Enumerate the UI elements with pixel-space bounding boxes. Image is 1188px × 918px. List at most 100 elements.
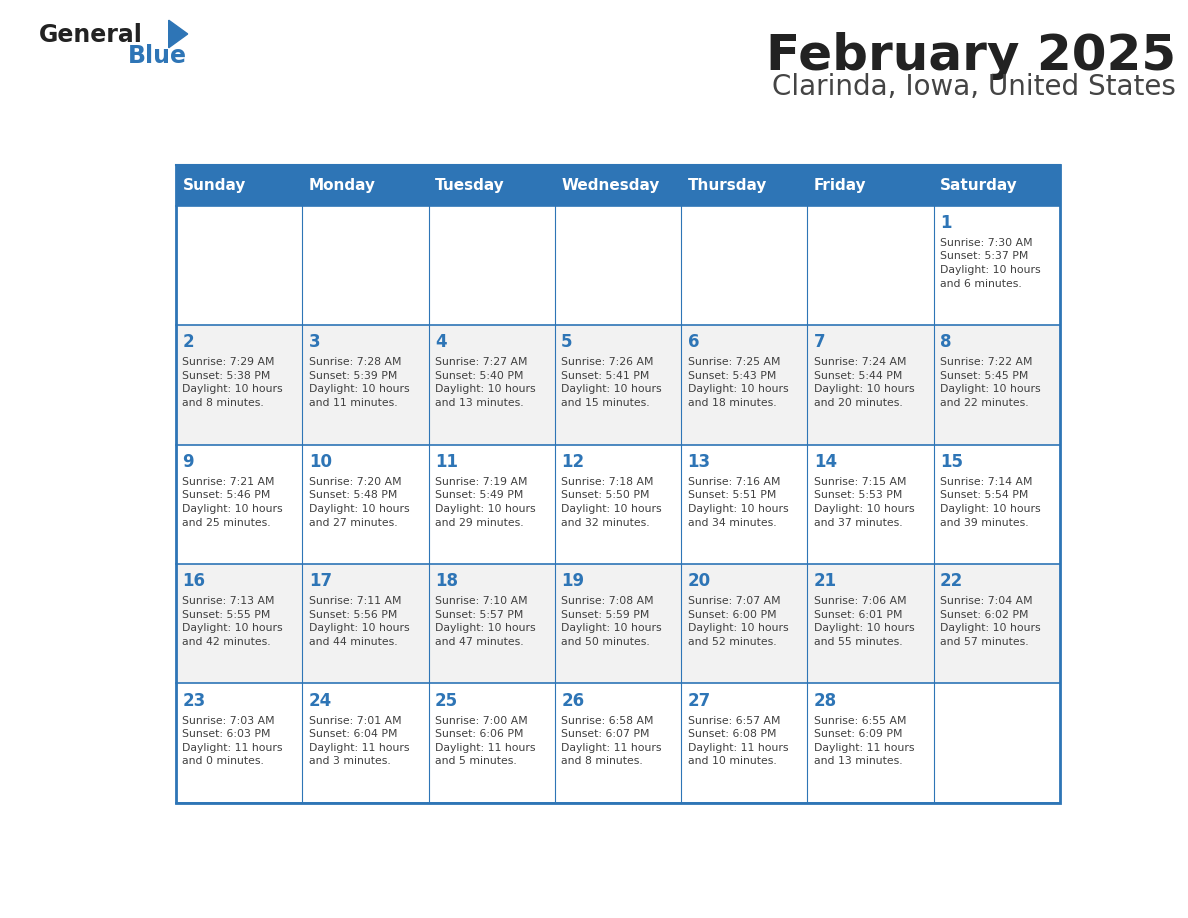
Bar (429, 164, 555, 206)
Text: Sunrise: 7:08 AM
Sunset: 5:59 PM
Daylight: 10 hours
and 50 minutes.: Sunrise: 7:08 AM Sunset: 5:59 PM Dayligh… (561, 596, 662, 647)
Bar (303, 444, 429, 564)
Text: 9: 9 (183, 453, 194, 471)
Bar (681, 564, 808, 683)
Bar (303, 325, 429, 444)
Text: 21: 21 (814, 572, 836, 590)
Bar (934, 564, 1060, 683)
Text: Saturday: Saturday (940, 177, 1018, 193)
Text: Sunrise: 7:06 AM
Sunset: 6:01 PM
Daylight: 10 hours
and 55 minutes.: Sunrise: 7:06 AM Sunset: 6:01 PM Dayligh… (814, 596, 915, 647)
Bar (176, 206, 303, 325)
Bar (303, 683, 429, 803)
Text: Sunday: Sunday (183, 177, 246, 193)
Text: Sunrise: 7:07 AM
Sunset: 6:00 PM
Daylight: 10 hours
and 52 minutes.: Sunrise: 7:07 AM Sunset: 6:00 PM Dayligh… (688, 596, 788, 647)
Bar (808, 564, 934, 683)
Text: Sunrise: 7:13 AM
Sunset: 5:55 PM
Daylight: 10 hours
and 42 minutes.: Sunrise: 7:13 AM Sunset: 5:55 PM Dayligh… (183, 596, 283, 647)
Bar (934, 206, 1060, 325)
Bar (808, 164, 934, 206)
Bar (429, 444, 555, 564)
Text: 24: 24 (309, 692, 331, 710)
Text: 22: 22 (940, 572, 963, 590)
Text: 2: 2 (183, 333, 194, 352)
Text: Sunrise: 7:03 AM
Sunset: 6:03 PM
Daylight: 11 hours
and 0 minutes.: Sunrise: 7:03 AM Sunset: 6:03 PM Dayligh… (183, 716, 283, 767)
Text: 15: 15 (940, 453, 963, 471)
Text: 27: 27 (688, 692, 710, 710)
Bar (176, 683, 303, 803)
Bar (808, 206, 934, 325)
Text: Sunrise: 6:55 AM
Sunset: 6:09 PM
Daylight: 11 hours
and 13 minutes.: Sunrise: 6:55 AM Sunset: 6:09 PM Dayligh… (814, 716, 915, 767)
Text: 13: 13 (688, 453, 710, 471)
Bar (681, 325, 808, 444)
Text: Sunrise: 7:19 AM
Sunset: 5:49 PM
Daylight: 10 hours
and 29 minutes.: Sunrise: 7:19 AM Sunset: 5:49 PM Dayligh… (435, 476, 536, 528)
Text: 26: 26 (561, 692, 584, 710)
Text: 18: 18 (435, 572, 457, 590)
Text: Tuesday: Tuesday (435, 177, 505, 193)
Bar (808, 444, 934, 564)
Bar (429, 564, 555, 683)
Bar (934, 683, 1060, 803)
Bar (681, 164, 808, 206)
Text: Sunrise: 7:29 AM
Sunset: 5:38 PM
Daylight: 10 hours
and 8 minutes.: Sunrise: 7:29 AM Sunset: 5:38 PM Dayligh… (183, 357, 283, 409)
Bar (555, 564, 681, 683)
Text: 10: 10 (309, 453, 331, 471)
Text: 6: 6 (688, 333, 699, 352)
Bar (808, 325, 934, 444)
Bar (176, 444, 303, 564)
Text: 14: 14 (814, 453, 836, 471)
Bar (808, 683, 934, 803)
Text: February 2025: February 2025 (766, 32, 1176, 80)
Text: 1: 1 (940, 214, 952, 232)
Bar (303, 564, 429, 683)
Bar (176, 564, 303, 683)
Text: Sunrise: 7:04 AM
Sunset: 6:02 PM
Daylight: 10 hours
and 57 minutes.: Sunrise: 7:04 AM Sunset: 6:02 PM Dayligh… (940, 596, 1041, 647)
Text: 3: 3 (309, 333, 321, 352)
Text: 8: 8 (940, 333, 952, 352)
Bar (555, 683, 681, 803)
Text: Sunrise: 7:11 AM
Sunset: 5:56 PM
Daylight: 10 hours
and 44 minutes.: Sunrise: 7:11 AM Sunset: 5:56 PM Dayligh… (309, 596, 410, 647)
Text: Sunrise: 7:14 AM
Sunset: 5:54 PM
Daylight: 10 hours
and 39 minutes.: Sunrise: 7:14 AM Sunset: 5:54 PM Dayligh… (940, 476, 1041, 528)
Text: Thursday: Thursday (688, 177, 767, 193)
Text: Blue: Blue (128, 44, 188, 68)
Text: Sunrise: 7:01 AM
Sunset: 6:04 PM
Daylight: 11 hours
and 3 minutes.: Sunrise: 7:01 AM Sunset: 6:04 PM Dayligh… (309, 716, 409, 767)
Bar (934, 325, 1060, 444)
Text: Sunrise: 7:30 AM
Sunset: 5:37 PM
Daylight: 10 hours
and 6 minutes.: Sunrise: 7:30 AM Sunset: 5:37 PM Dayligh… (940, 238, 1041, 288)
Bar (934, 164, 1060, 206)
Text: Sunrise: 7:22 AM
Sunset: 5:45 PM
Daylight: 10 hours
and 22 minutes.: Sunrise: 7:22 AM Sunset: 5:45 PM Dayligh… (940, 357, 1041, 409)
Text: Sunrise: 7:25 AM
Sunset: 5:43 PM
Daylight: 10 hours
and 18 minutes.: Sunrise: 7:25 AM Sunset: 5:43 PM Dayligh… (688, 357, 788, 409)
Text: Wednesday: Wednesday (561, 177, 659, 193)
Text: Clarinda, Iowa, United States: Clarinda, Iowa, United States (772, 73, 1176, 102)
Bar (429, 206, 555, 325)
Bar (429, 325, 555, 444)
Text: 5: 5 (561, 333, 573, 352)
Bar (681, 683, 808, 803)
Text: 4: 4 (435, 333, 447, 352)
Bar (429, 683, 555, 803)
Bar (681, 206, 808, 325)
Text: Sunrise: 6:57 AM
Sunset: 6:08 PM
Daylight: 11 hours
and 10 minutes.: Sunrise: 6:57 AM Sunset: 6:08 PM Dayligh… (688, 716, 788, 767)
Text: Friday: Friday (814, 177, 866, 193)
Text: General: General (39, 23, 143, 47)
Text: 11: 11 (435, 453, 457, 471)
Bar (555, 325, 681, 444)
Text: 12: 12 (561, 453, 584, 471)
Text: 23: 23 (183, 692, 206, 710)
Text: Sunrise: 7:20 AM
Sunset: 5:48 PM
Daylight: 10 hours
and 27 minutes.: Sunrise: 7:20 AM Sunset: 5:48 PM Dayligh… (309, 476, 410, 528)
Bar (555, 164, 681, 206)
Text: 25: 25 (435, 692, 459, 710)
Text: Sunrise: 7:18 AM
Sunset: 5:50 PM
Daylight: 10 hours
and 32 minutes.: Sunrise: 7:18 AM Sunset: 5:50 PM Dayligh… (561, 476, 662, 528)
Text: Sunrise: 7:15 AM
Sunset: 5:53 PM
Daylight: 10 hours
and 37 minutes.: Sunrise: 7:15 AM Sunset: 5:53 PM Dayligh… (814, 476, 915, 528)
Text: 20: 20 (688, 572, 710, 590)
Text: Sunrise: 7:16 AM
Sunset: 5:51 PM
Daylight: 10 hours
and 34 minutes.: Sunrise: 7:16 AM Sunset: 5:51 PM Dayligh… (688, 476, 788, 528)
Text: Sunrise: 7:28 AM
Sunset: 5:39 PM
Daylight: 10 hours
and 11 minutes.: Sunrise: 7:28 AM Sunset: 5:39 PM Dayligh… (309, 357, 410, 409)
Text: Sunrise: 7:26 AM
Sunset: 5:41 PM
Daylight: 10 hours
and 15 minutes.: Sunrise: 7:26 AM Sunset: 5:41 PM Dayligh… (561, 357, 662, 409)
Bar (555, 444, 681, 564)
Bar (303, 164, 429, 206)
Text: 28: 28 (814, 692, 836, 710)
Bar (555, 206, 681, 325)
Text: 19: 19 (561, 572, 584, 590)
Text: Sunrise: 7:21 AM
Sunset: 5:46 PM
Daylight: 10 hours
and 25 minutes.: Sunrise: 7:21 AM Sunset: 5:46 PM Dayligh… (183, 476, 283, 528)
Text: Sunrise: 7:10 AM
Sunset: 5:57 PM
Daylight: 10 hours
and 47 minutes.: Sunrise: 7:10 AM Sunset: 5:57 PM Dayligh… (435, 596, 536, 647)
Text: Sunrise: 7:00 AM
Sunset: 6:06 PM
Daylight: 11 hours
and 5 minutes.: Sunrise: 7:00 AM Sunset: 6:06 PM Dayligh… (435, 716, 536, 767)
Text: Monday: Monday (309, 177, 375, 193)
Text: 17: 17 (309, 572, 331, 590)
Text: Sunrise: 6:58 AM
Sunset: 6:07 PM
Daylight: 11 hours
and 8 minutes.: Sunrise: 6:58 AM Sunset: 6:07 PM Dayligh… (561, 716, 662, 767)
